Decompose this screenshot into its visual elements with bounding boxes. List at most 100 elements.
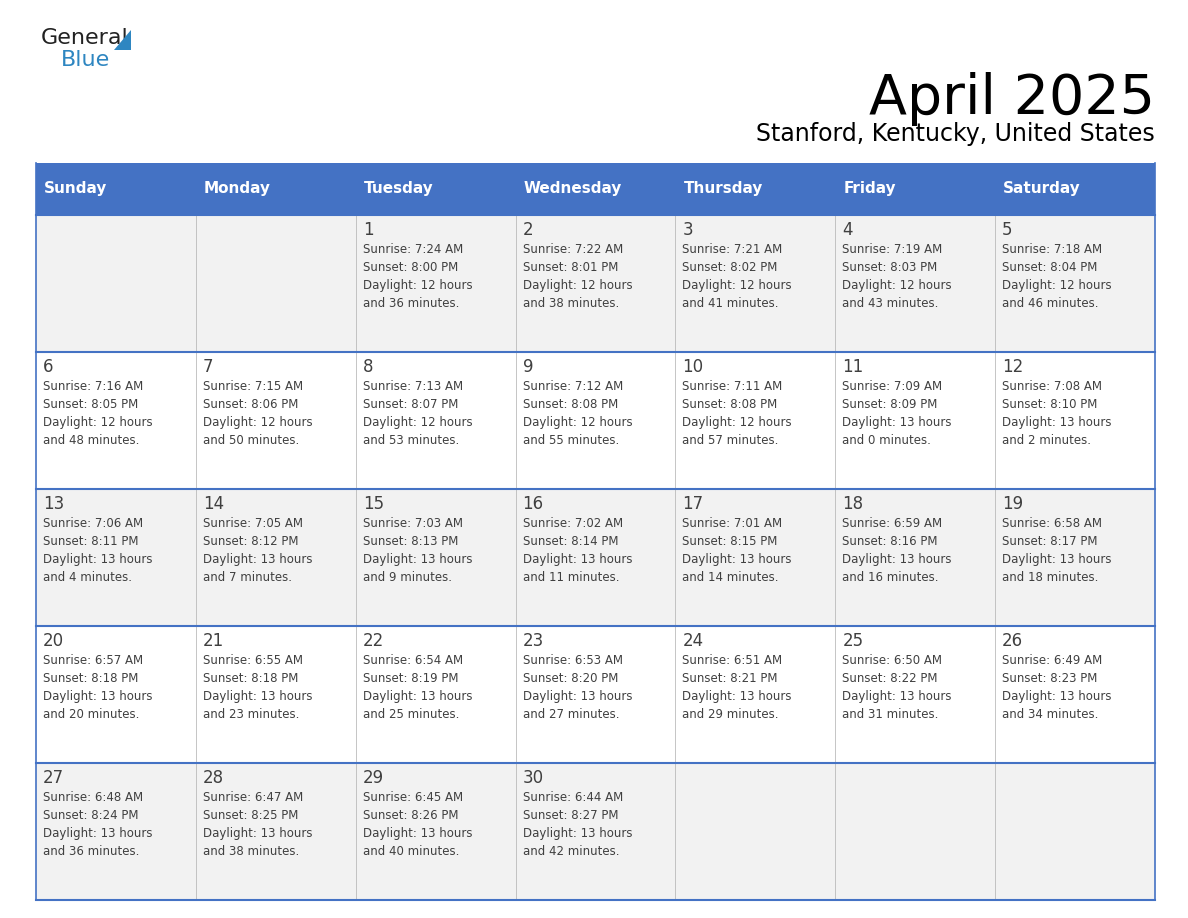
Text: and 0 minutes.: and 0 minutes. xyxy=(842,434,931,447)
Text: Sunrise: 7:22 AM: Sunrise: 7:22 AM xyxy=(523,243,623,256)
Text: and 36 minutes.: and 36 minutes. xyxy=(362,297,459,310)
Text: Sunset: 8:09 PM: Sunset: 8:09 PM xyxy=(842,398,937,411)
Text: Sunday: Sunday xyxy=(44,182,107,196)
Text: Sunrise: 7:08 AM: Sunrise: 7:08 AM xyxy=(1003,380,1102,393)
Text: Daylight: 13 hours: Daylight: 13 hours xyxy=(43,690,152,703)
Text: Sunset: 8:21 PM: Sunset: 8:21 PM xyxy=(682,672,778,685)
Text: Sunrise: 6:55 AM: Sunrise: 6:55 AM xyxy=(203,654,303,667)
Text: 1: 1 xyxy=(362,221,373,239)
Text: and 4 minutes.: and 4 minutes. xyxy=(43,571,132,584)
Text: Sunset: 8:24 PM: Sunset: 8:24 PM xyxy=(43,809,139,822)
Text: 4: 4 xyxy=(842,221,853,239)
Text: and 34 minutes.: and 34 minutes. xyxy=(1003,708,1099,721)
Text: Daylight: 13 hours: Daylight: 13 hours xyxy=(43,553,152,566)
Text: 18: 18 xyxy=(842,495,864,513)
Text: 15: 15 xyxy=(362,495,384,513)
Text: Sunset: 8:27 PM: Sunset: 8:27 PM xyxy=(523,809,618,822)
Text: Daylight: 13 hours: Daylight: 13 hours xyxy=(1003,690,1112,703)
Text: and 7 minutes.: and 7 minutes. xyxy=(203,571,292,584)
Text: and 27 minutes.: and 27 minutes. xyxy=(523,708,619,721)
Text: Daylight: 13 hours: Daylight: 13 hours xyxy=(203,827,312,840)
Text: Daylight: 12 hours: Daylight: 12 hours xyxy=(682,279,792,292)
Text: Sunset: 8:17 PM: Sunset: 8:17 PM xyxy=(1003,535,1098,548)
Text: Sunrise: 6:51 AM: Sunrise: 6:51 AM xyxy=(682,654,783,667)
Text: Daylight: 13 hours: Daylight: 13 hours xyxy=(523,690,632,703)
Text: 22: 22 xyxy=(362,632,384,650)
Text: Daylight: 13 hours: Daylight: 13 hours xyxy=(43,827,152,840)
Text: and 50 minutes.: and 50 minutes. xyxy=(203,434,299,447)
Text: Sunrise: 6:59 AM: Sunrise: 6:59 AM xyxy=(842,517,942,530)
Text: Sunrise: 7:03 AM: Sunrise: 7:03 AM xyxy=(362,517,462,530)
Text: Daylight: 12 hours: Daylight: 12 hours xyxy=(203,416,312,429)
Text: Daylight: 13 hours: Daylight: 13 hours xyxy=(523,827,632,840)
Text: Wednesday: Wednesday xyxy=(524,182,623,196)
Text: Sunrise: 7:24 AM: Sunrise: 7:24 AM xyxy=(362,243,463,256)
Text: Sunset: 8:19 PM: Sunset: 8:19 PM xyxy=(362,672,459,685)
Text: 28: 28 xyxy=(203,769,225,787)
Text: Daylight: 13 hours: Daylight: 13 hours xyxy=(523,553,632,566)
Text: Daylight: 13 hours: Daylight: 13 hours xyxy=(1003,553,1112,566)
Text: and 20 minutes.: and 20 minutes. xyxy=(43,708,139,721)
Text: 27: 27 xyxy=(43,769,64,787)
Text: 2: 2 xyxy=(523,221,533,239)
Text: Daylight: 12 hours: Daylight: 12 hours xyxy=(362,416,473,429)
Text: Sunrise: 7:12 AM: Sunrise: 7:12 AM xyxy=(523,380,623,393)
Text: Sunset: 8:08 PM: Sunset: 8:08 PM xyxy=(523,398,618,411)
Text: Daylight: 13 hours: Daylight: 13 hours xyxy=(203,553,312,566)
Text: 12: 12 xyxy=(1003,358,1023,376)
Text: and 38 minutes.: and 38 minutes. xyxy=(523,297,619,310)
Text: Sunrise: 6:50 AM: Sunrise: 6:50 AM xyxy=(842,654,942,667)
Text: Monday: Monday xyxy=(204,182,271,196)
Text: Sunrise: 6:53 AM: Sunrise: 6:53 AM xyxy=(523,654,623,667)
Text: Sunrise: 7:18 AM: Sunrise: 7:18 AM xyxy=(1003,243,1102,256)
Text: 24: 24 xyxy=(682,632,703,650)
Text: 13: 13 xyxy=(43,495,64,513)
Text: Daylight: 13 hours: Daylight: 13 hours xyxy=(842,553,952,566)
Text: and 46 minutes.: and 46 minutes. xyxy=(1003,297,1099,310)
Text: 30: 30 xyxy=(523,769,544,787)
Text: and 48 minutes.: and 48 minutes. xyxy=(43,434,139,447)
Bar xyxy=(36,352,1155,489)
Text: Sunset: 8:01 PM: Sunset: 8:01 PM xyxy=(523,261,618,274)
Text: Sunrise: 6:47 AM: Sunrise: 6:47 AM xyxy=(203,791,303,804)
Text: April 2025: April 2025 xyxy=(868,72,1155,126)
Text: Sunrise: 7:09 AM: Sunrise: 7:09 AM xyxy=(842,380,942,393)
Text: Friday: Friday xyxy=(843,182,896,196)
Text: and 57 minutes.: and 57 minutes. xyxy=(682,434,779,447)
Text: Sunset: 8:04 PM: Sunset: 8:04 PM xyxy=(1003,261,1098,274)
Text: General: General xyxy=(42,28,128,48)
Text: and 2 minutes.: and 2 minutes. xyxy=(1003,434,1091,447)
Text: and 42 minutes.: and 42 minutes. xyxy=(523,845,619,858)
Text: Sunrise: 6:58 AM: Sunrise: 6:58 AM xyxy=(1003,517,1102,530)
Text: Sunrise: 6:48 AM: Sunrise: 6:48 AM xyxy=(43,791,143,804)
Text: Sunrise: 6:45 AM: Sunrise: 6:45 AM xyxy=(362,791,463,804)
Text: Daylight: 12 hours: Daylight: 12 hours xyxy=(523,416,632,429)
Text: 17: 17 xyxy=(682,495,703,513)
Text: and 11 minutes.: and 11 minutes. xyxy=(523,571,619,584)
Text: Sunset: 8:25 PM: Sunset: 8:25 PM xyxy=(203,809,298,822)
Text: and 16 minutes.: and 16 minutes. xyxy=(842,571,939,584)
Text: and 14 minutes.: and 14 minutes. xyxy=(682,571,779,584)
Text: Sunrise: 7:21 AM: Sunrise: 7:21 AM xyxy=(682,243,783,256)
Bar xyxy=(36,626,1155,763)
Text: 25: 25 xyxy=(842,632,864,650)
Text: and 41 minutes.: and 41 minutes. xyxy=(682,297,779,310)
Text: Sunrise: 6:44 AM: Sunrise: 6:44 AM xyxy=(523,791,623,804)
Text: Tuesday: Tuesday xyxy=(364,182,434,196)
Text: Sunrise: 7:06 AM: Sunrise: 7:06 AM xyxy=(43,517,143,530)
Text: Sunset: 8:08 PM: Sunset: 8:08 PM xyxy=(682,398,778,411)
Text: Sunset: 8:23 PM: Sunset: 8:23 PM xyxy=(1003,672,1098,685)
Text: 3: 3 xyxy=(682,221,693,239)
Text: Sunrise: 7:05 AM: Sunrise: 7:05 AM xyxy=(203,517,303,530)
Text: and 40 minutes.: and 40 minutes. xyxy=(362,845,459,858)
Text: Sunrise: 7:02 AM: Sunrise: 7:02 AM xyxy=(523,517,623,530)
Text: and 23 minutes.: and 23 minutes. xyxy=(203,708,299,721)
Text: Stanford, Kentucky, United States: Stanford, Kentucky, United States xyxy=(757,122,1155,146)
Text: 29: 29 xyxy=(362,769,384,787)
Text: Sunset: 8:03 PM: Sunset: 8:03 PM xyxy=(842,261,937,274)
Text: Sunset: 8:06 PM: Sunset: 8:06 PM xyxy=(203,398,298,411)
Text: Sunrise: 7:16 AM: Sunrise: 7:16 AM xyxy=(43,380,144,393)
Text: Daylight: 13 hours: Daylight: 13 hours xyxy=(682,553,792,566)
Text: Sunset: 8:14 PM: Sunset: 8:14 PM xyxy=(523,535,618,548)
Text: and 43 minutes.: and 43 minutes. xyxy=(842,297,939,310)
